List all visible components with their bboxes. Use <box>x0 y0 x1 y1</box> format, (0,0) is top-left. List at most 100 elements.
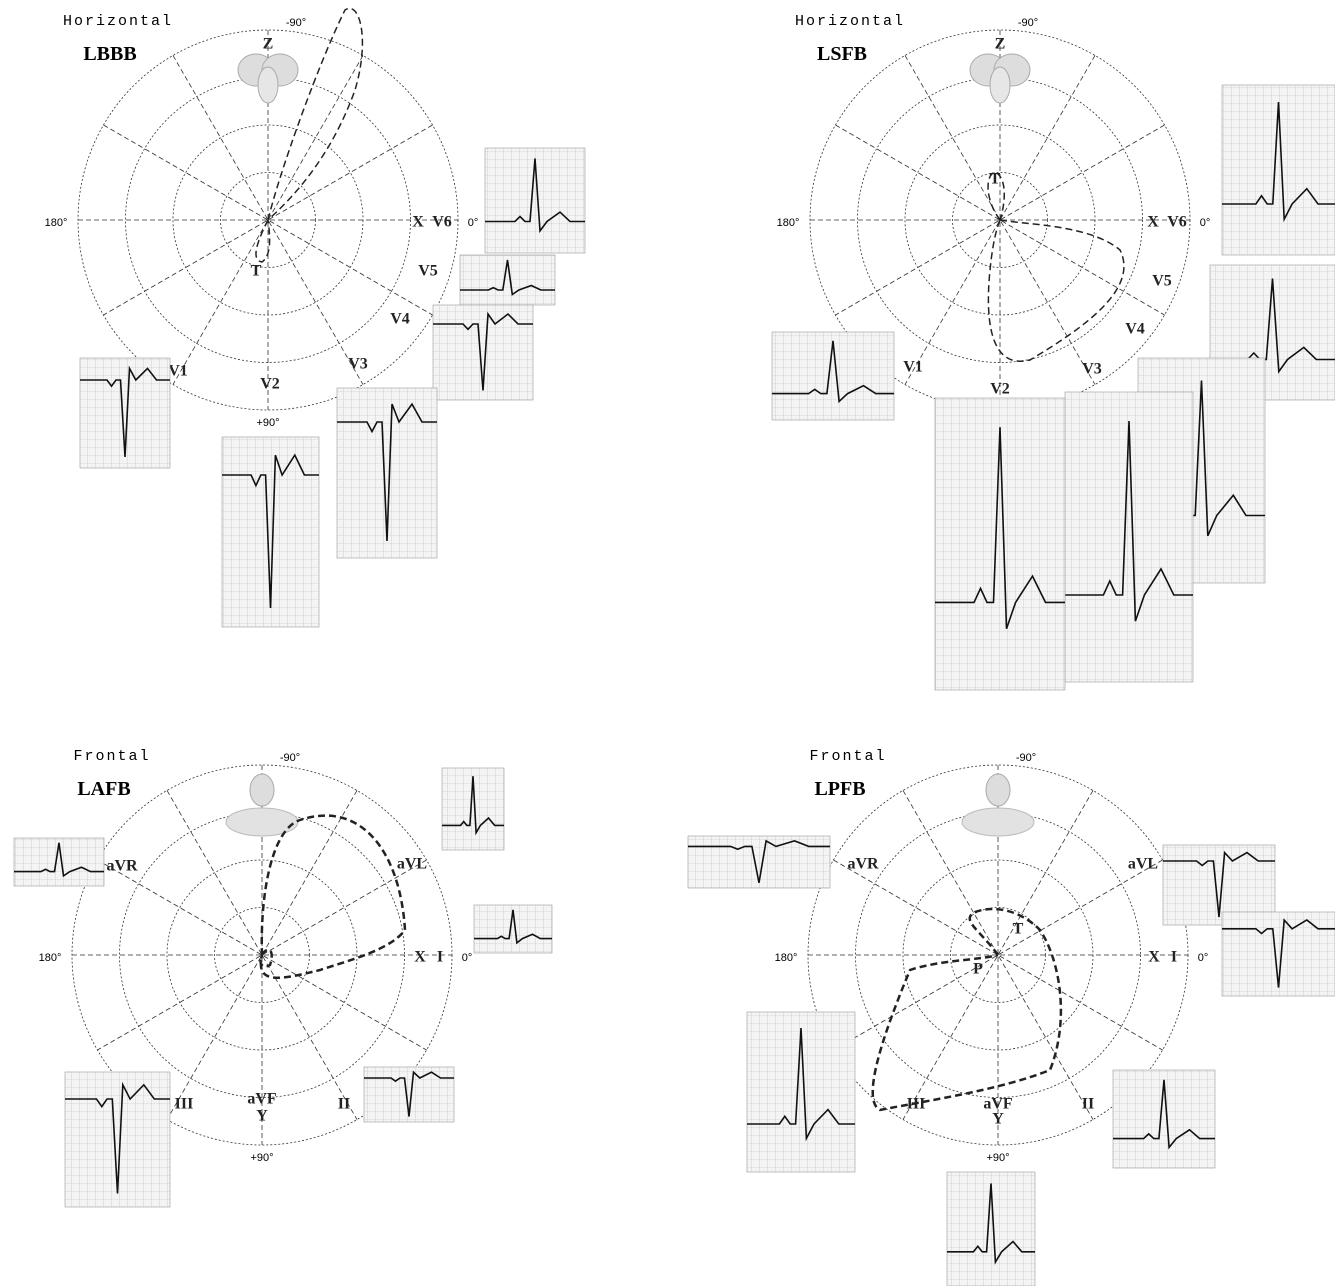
spoke <box>172 55 364 385</box>
angle-label: 0° <box>1200 217 1211 229</box>
angle-label: 0° <box>462 952 473 964</box>
spoke <box>902 790 1094 1120</box>
lead-label: Z <box>995 36 1006 53</box>
vector-loop <box>987 171 1125 363</box>
ecg-trace <box>935 427 1065 629</box>
lead-label: V4 <box>390 311 410 328</box>
ecg-strip <box>1221 911 1335 997</box>
ecg-trace <box>688 839 830 883</box>
angle-label: 180° <box>45 217 68 229</box>
lead-label: Y <box>256 1108 268 1125</box>
head-icon <box>249 773 275 807</box>
polar-panel: Frontal LPFB -90° 180° 0° +90° aVR aVL X I T P III aV… <box>687 748 1335 1286</box>
spoke <box>166 790 358 1120</box>
plane-label: Frontal <box>73 748 150 765</box>
lead-label: II <box>338 1096 350 1113</box>
lead-label: aVR <box>106 858 138 875</box>
lead-label: III <box>907 1096 926 1113</box>
ring <box>214 907 310 1003</box>
angle-label: 0° <box>468 217 479 229</box>
lead-label: Z <box>263 36 274 53</box>
ecg-strip <box>79 357 171 469</box>
lead-label: V3 <box>348 356 368 373</box>
spoke <box>902 790 1094 1120</box>
angle-label: -90° <box>280 752 300 764</box>
spoke <box>103 124 433 316</box>
ecg-trace <box>747 1027 855 1142</box>
ring <box>220 172 316 268</box>
lead-label: aVL <box>397 856 427 873</box>
spoke <box>833 859 1163 1051</box>
lead-label: V3 <box>1082 361 1102 378</box>
ecg-trace <box>1065 420 1193 622</box>
ecg-trace <box>433 311 533 391</box>
ecg-strip <box>221 436 320 628</box>
spoke <box>904 55 1096 385</box>
spoke <box>97 859 427 1051</box>
lead-label: I <box>437 949 443 966</box>
angle-label: -90° <box>1016 752 1036 764</box>
ecg-strip <box>934 397 1066 691</box>
ecg-strip <box>363 1066 455 1123</box>
ecg-strip <box>687 835 831 889</box>
angle-label: 180° <box>39 952 62 964</box>
plane-label: Horizontal <box>795 13 905 30</box>
ecg-trace <box>460 259 555 296</box>
lead-label: Y <box>992 1111 1004 1128</box>
plane-label: Frontal <box>809 748 886 765</box>
lead-label: aVL <box>1128 856 1158 873</box>
vector-loop <box>259 814 407 979</box>
ring <box>950 907 1046 1003</box>
angle-label: 180° <box>777 217 800 229</box>
lead-label: X <box>414 949 426 966</box>
lead-label: aVR <box>847 856 879 873</box>
ecg-trace <box>65 1081 170 1194</box>
plane-label: Horizontal <box>63 13 173 30</box>
ecg-strip <box>441 767 505 851</box>
spoke <box>835 124 1165 316</box>
ecg-trace <box>14 842 104 878</box>
spoke <box>172 55 364 385</box>
angle-label: -90° <box>286 17 306 29</box>
lead-label: X <box>1147 214 1159 231</box>
spoke <box>166 790 358 1120</box>
lead-label: V1 <box>168 363 188 380</box>
panel-title: LSFB <box>817 43 867 65</box>
heart-icon <box>989 66 1011 104</box>
ecg-trace <box>1222 101 1335 223</box>
vector-loop <box>255 7 364 263</box>
ecg-strip <box>1064 391 1194 683</box>
ecg-strip <box>459 254 556 306</box>
lead-label: V6 <box>1167 214 1187 231</box>
torso-icon <box>961 807 1035 837</box>
torso-icon <box>225 807 299 837</box>
ecg-trace <box>337 402 437 542</box>
ecg-strip <box>473 904 553 954</box>
lead-label: I <box>1171 949 1177 966</box>
spoke <box>97 859 427 1051</box>
angle-label: 180° <box>775 952 798 964</box>
ecg-strip <box>336 387 438 559</box>
spoke <box>904 55 1096 385</box>
lead-label: II <box>1082 1096 1094 1113</box>
spoke <box>835 124 1165 316</box>
lead-label: V5 <box>418 263 438 280</box>
lead-label: aVF <box>247 1091 277 1108</box>
ecg-trace <box>474 909 552 945</box>
angle-label: +90° <box>256 417 279 429</box>
angle-label: 0° <box>1198 952 1209 964</box>
ecg-strip <box>64 1071 171 1208</box>
angle-label: +90° <box>250 1152 273 1164</box>
ecg-trace <box>947 1183 1035 1265</box>
lead-label: V4 <box>1125 321 1145 338</box>
ecg-trace <box>485 158 585 234</box>
ecg-strip <box>746 1011 856 1173</box>
ecg-trace <box>1222 918 1335 988</box>
lead-label: aVF <box>983 1096 1013 1113</box>
lead-label: P <box>973 961 983 978</box>
polar-panel: Horizontal LBBB -90° 180° 0° +90° Z X V6 V5 V4 V3 V2… <box>45 7 586 628</box>
head-icon <box>985 773 1011 807</box>
lead-label: T <box>251 263 262 280</box>
panel-title: LAFB <box>77 778 130 800</box>
